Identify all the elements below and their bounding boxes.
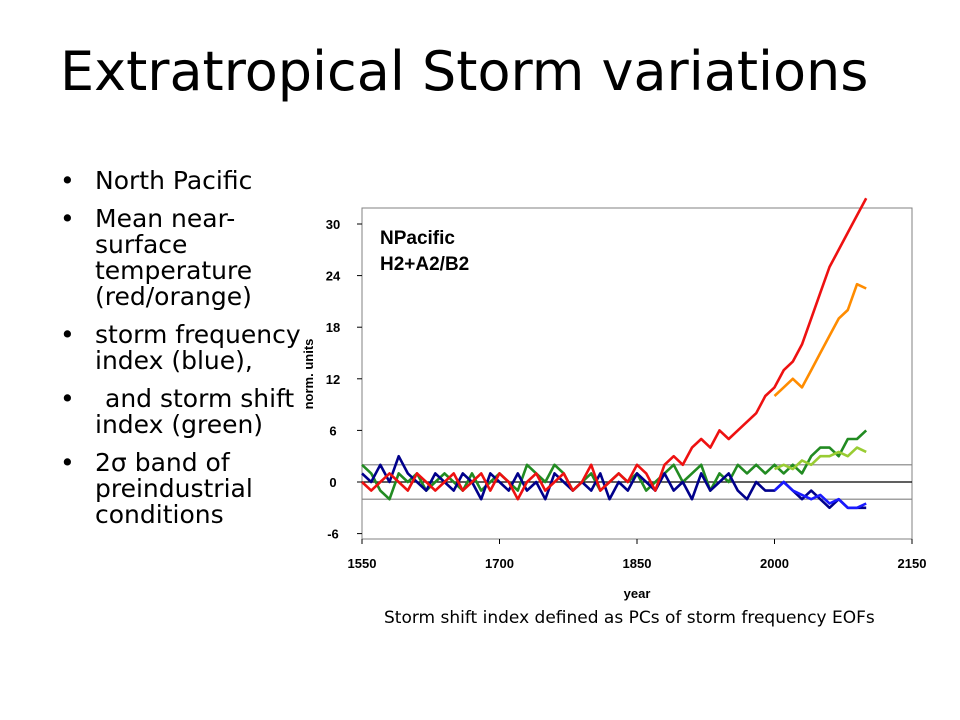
series-line (361, 197, 868, 501)
bullet-dot-icon: • (60, 166, 75, 195)
bullet-item: • and storm shift index (green) (60, 386, 305, 438)
series-line (773, 480, 867, 510)
bullet-text: and storm shift index (green) (95, 384, 295, 439)
x-tick-label: 1550 (348, 556, 377, 571)
bullet-text: 2σ band of preindustrial conditions (95, 448, 253, 529)
y-tick-label: 0 (329, 475, 336, 490)
bullet-item: • Mean near-surface temperature (red/oran… (60, 206, 305, 310)
x-tick-label: 1700 (485, 556, 514, 571)
chart-annotation: NPacific H2+A2/B2 (380, 228, 469, 275)
y-axis-label: norm. units (301, 339, 316, 410)
x-axis-ticks: 1550 1700 1850 2000 2150 (348, 539, 927, 571)
series-lines (361, 197, 868, 510)
annotation-line: H2+A2/B2 (380, 254, 469, 275)
slide-title: Extratropical Storm variations (60, 40, 869, 103)
bullet-dot-icon: • (60, 384, 75, 413)
x-axis-label: year (624, 586, 651, 601)
plot-frame (361, 207, 913, 540)
bullet-item: • 2σ band of preindustrial conditions (60, 450, 305, 528)
y-axis-ticks: 30 24 18 12 6 0 -6 (326, 217, 362, 542)
y-tick-label: 6 (329, 423, 336, 438)
y-tick-label: -6 (327, 527, 339, 542)
bullet-item: • North Pacific (60, 168, 305, 194)
bullet-item: • storm frequency index (blue), (60, 322, 305, 374)
series-line (773, 446, 867, 471)
chart-caption: Storm shift index defined as PCs of stor… (384, 608, 875, 628)
y-tick-label: 12 (326, 372, 340, 387)
x-tick-label: 2150 (898, 556, 927, 571)
bullet-dot-icon: • (60, 320, 75, 349)
bullet-text: storm frequency index (blue), (95, 320, 301, 375)
bullet-text: Mean near-surface temperature (red/orang… (95, 204, 253, 311)
bullet-dot-icon: • (60, 204, 75, 233)
series-line (773, 282, 867, 397)
bullet-dot-icon: • (60, 448, 75, 477)
annotation-line: NPacific (380, 228, 455, 249)
x-tick-label: 2000 (760, 556, 789, 571)
bullet-text: North Pacific (95, 166, 253, 195)
x-tick-label: 1850 (623, 556, 652, 571)
y-tick-label: 30 (326, 217, 340, 232)
y-tick-label: 18 (326, 320, 340, 335)
bullet-list: • North Pacific • Mean near-surface temper… (60, 168, 305, 540)
y-tick-label: 24 (326, 269, 341, 284)
